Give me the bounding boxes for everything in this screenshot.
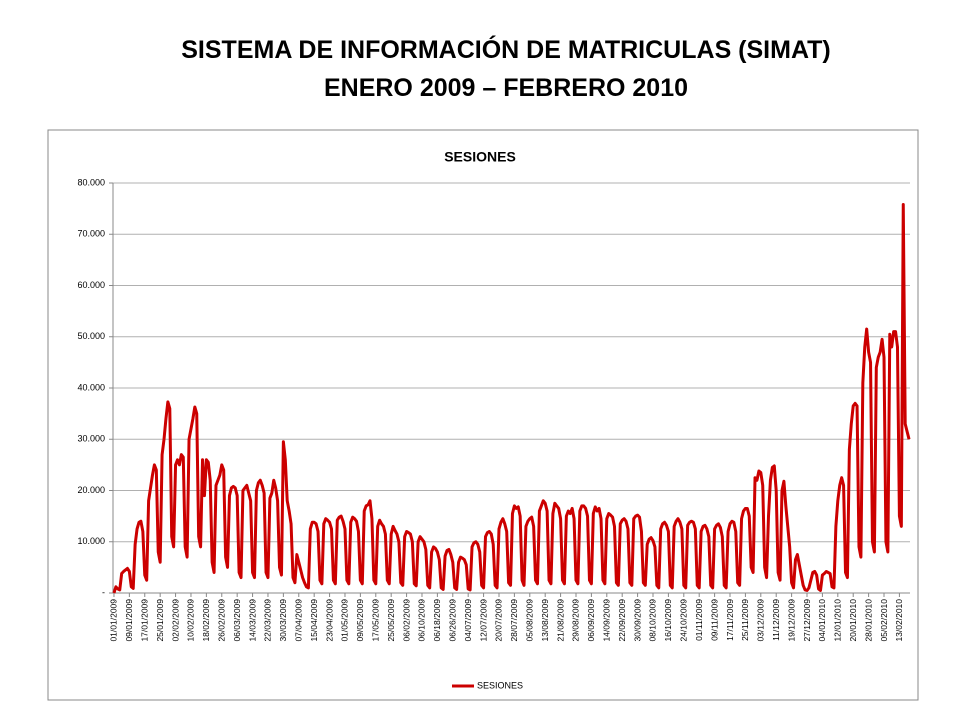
x-tick-label: 06/03/2009 xyxy=(232,599,242,642)
x-tick-label: 16/10/2009 xyxy=(663,599,673,642)
x-tick-label: 28/01/2010 xyxy=(863,599,873,642)
x-tick-label: 27/12/2009 xyxy=(802,599,812,642)
x-tick-label: 06/10/2009 xyxy=(417,599,427,642)
x-tick-label: 06/02/2009 xyxy=(401,599,411,642)
x-tick-label: 25/01/2009 xyxy=(155,599,165,642)
x-tick-label: 22/03/2009 xyxy=(263,599,273,642)
x-tick-label: 09/05/2009 xyxy=(355,599,365,642)
x-tick-label: 30/03/2009 xyxy=(278,599,288,642)
y-tick-label: 50.000 xyxy=(77,331,105,341)
x-tick-label: 29/08/2009 xyxy=(571,599,581,642)
y-tick-label: 10.000 xyxy=(77,536,105,546)
x-tick-label: 15/04/2009 xyxy=(309,599,319,642)
x-tick-label: 28/07/2009 xyxy=(509,599,519,642)
x-tick-label: 25/11/2009 xyxy=(740,599,750,641)
x-tick-label: 22/09/2009 xyxy=(617,599,627,642)
slide-title: ENERO 2009 – FEBRERO 2010 xyxy=(324,74,688,102)
x-tick-label: 01/11/2009 xyxy=(694,599,704,641)
x-tick-label: 03/12/2009 xyxy=(756,599,766,642)
x-tick-label: 05/02/2010 xyxy=(879,599,889,642)
x-tick-label: 09/11/2009 xyxy=(709,599,719,641)
x-tick-label: 04/01/2010 xyxy=(817,599,827,642)
x-tick-label: 17/05/2009 xyxy=(371,599,381,642)
x-tick-label: 06/09/2009 xyxy=(586,599,596,642)
y-tick-label: 30.000 xyxy=(77,434,105,444)
x-tick-label: 04/07/2009 xyxy=(463,599,473,642)
x-tick-label: 26/02/2009 xyxy=(217,599,227,642)
legend-label: SESIONES xyxy=(477,680,523,690)
x-tick-label: 23/04/2009 xyxy=(324,599,334,642)
chart-title: SESIONES xyxy=(444,149,516,165)
slide-title: SISTEMA DE INFORMACIÓN DE MATRICULAS (SI… xyxy=(181,34,831,64)
y-tick-label: 20.000 xyxy=(77,485,105,495)
x-tick-label: 13/08/2009 xyxy=(540,599,550,642)
x-tick-label: 08/10/2009 xyxy=(648,599,658,642)
x-tick-label: 17/11/2009 xyxy=(725,599,735,641)
y-tick-label: 80.000 xyxy=(77,177,105,187)
y-tick-label: - xyxy=(102,587,105,597)
x-tick-label: 11/12/2009 xyxy=(771,599,781,641)
x-tick-label: 14/09/2009 xyxy=(602,599,612,642)
x-tick-label: 14/03/2009 xyxy=(247,599,257,642)
x-tick-label: 21/08/2009 xyxy=(555,599,565,642)
line-series xyxy=(112,203,911,594)
y-tick-label: 40.000 xyxy=(77,382,105,392)
x-tick-label: 13/02/2010 xyxy=(894,599,904,642)
x-tick-label: 07/04/2009 xyxy=(294,599,304,642)
x-tick-label: 02/02/2009 xyxy=(170,599,180,642)
x-tick-label: 09/01/2009 xyxy=(124,599,134,642)
x-tick-label: 19/12/2009 xyxy=(786,599,796,642)
x-tick-label: 06/26/2009 xyxy=(448,599,458,642)
x-tick-label: 25/05/2009 xyxy=(386,599,396,642)
x-tick-label: 05/08/2009 xyxy=(525,599,535,642)
x-tick-label: 01/05/2009 xyxy=(340,599,350,642)
x-tick-label: 24/10/2009 xyxy=(679,599,689,642)
x-tick-label: 06/18/2009 xyxy=(432,599,442,642)
x-tick-label: 18/02/2009 xyxy=(201,599,211,642)
x-tick-label: 17/01/2009 xyxy=(140,599,150,642)
x-tick-label: 12/07/2009 xyxy=(478,599,488,642)
x-tick-label: 30/09/2009 xyxy=(632,599,642,642)
x-tick-label: 01/01/2009 xyxy=(109,599,119,642)
x-tick-label: 20/07/2009 xyxy=(494,599,504,642)
x-tick-label: 12/01/2010 xyxy=(833,599,843,642)
x-tick-label: 20/01/2010 xyxy=(848,599,858,642)
y-tick-label: 70.000 xyxy=(77,229,105,239)
x-tick-label: 10/02/2009 xyxy=(186,599,196,642)
y-tick-label: 60.000 xyxy=(77,280,105,290)
